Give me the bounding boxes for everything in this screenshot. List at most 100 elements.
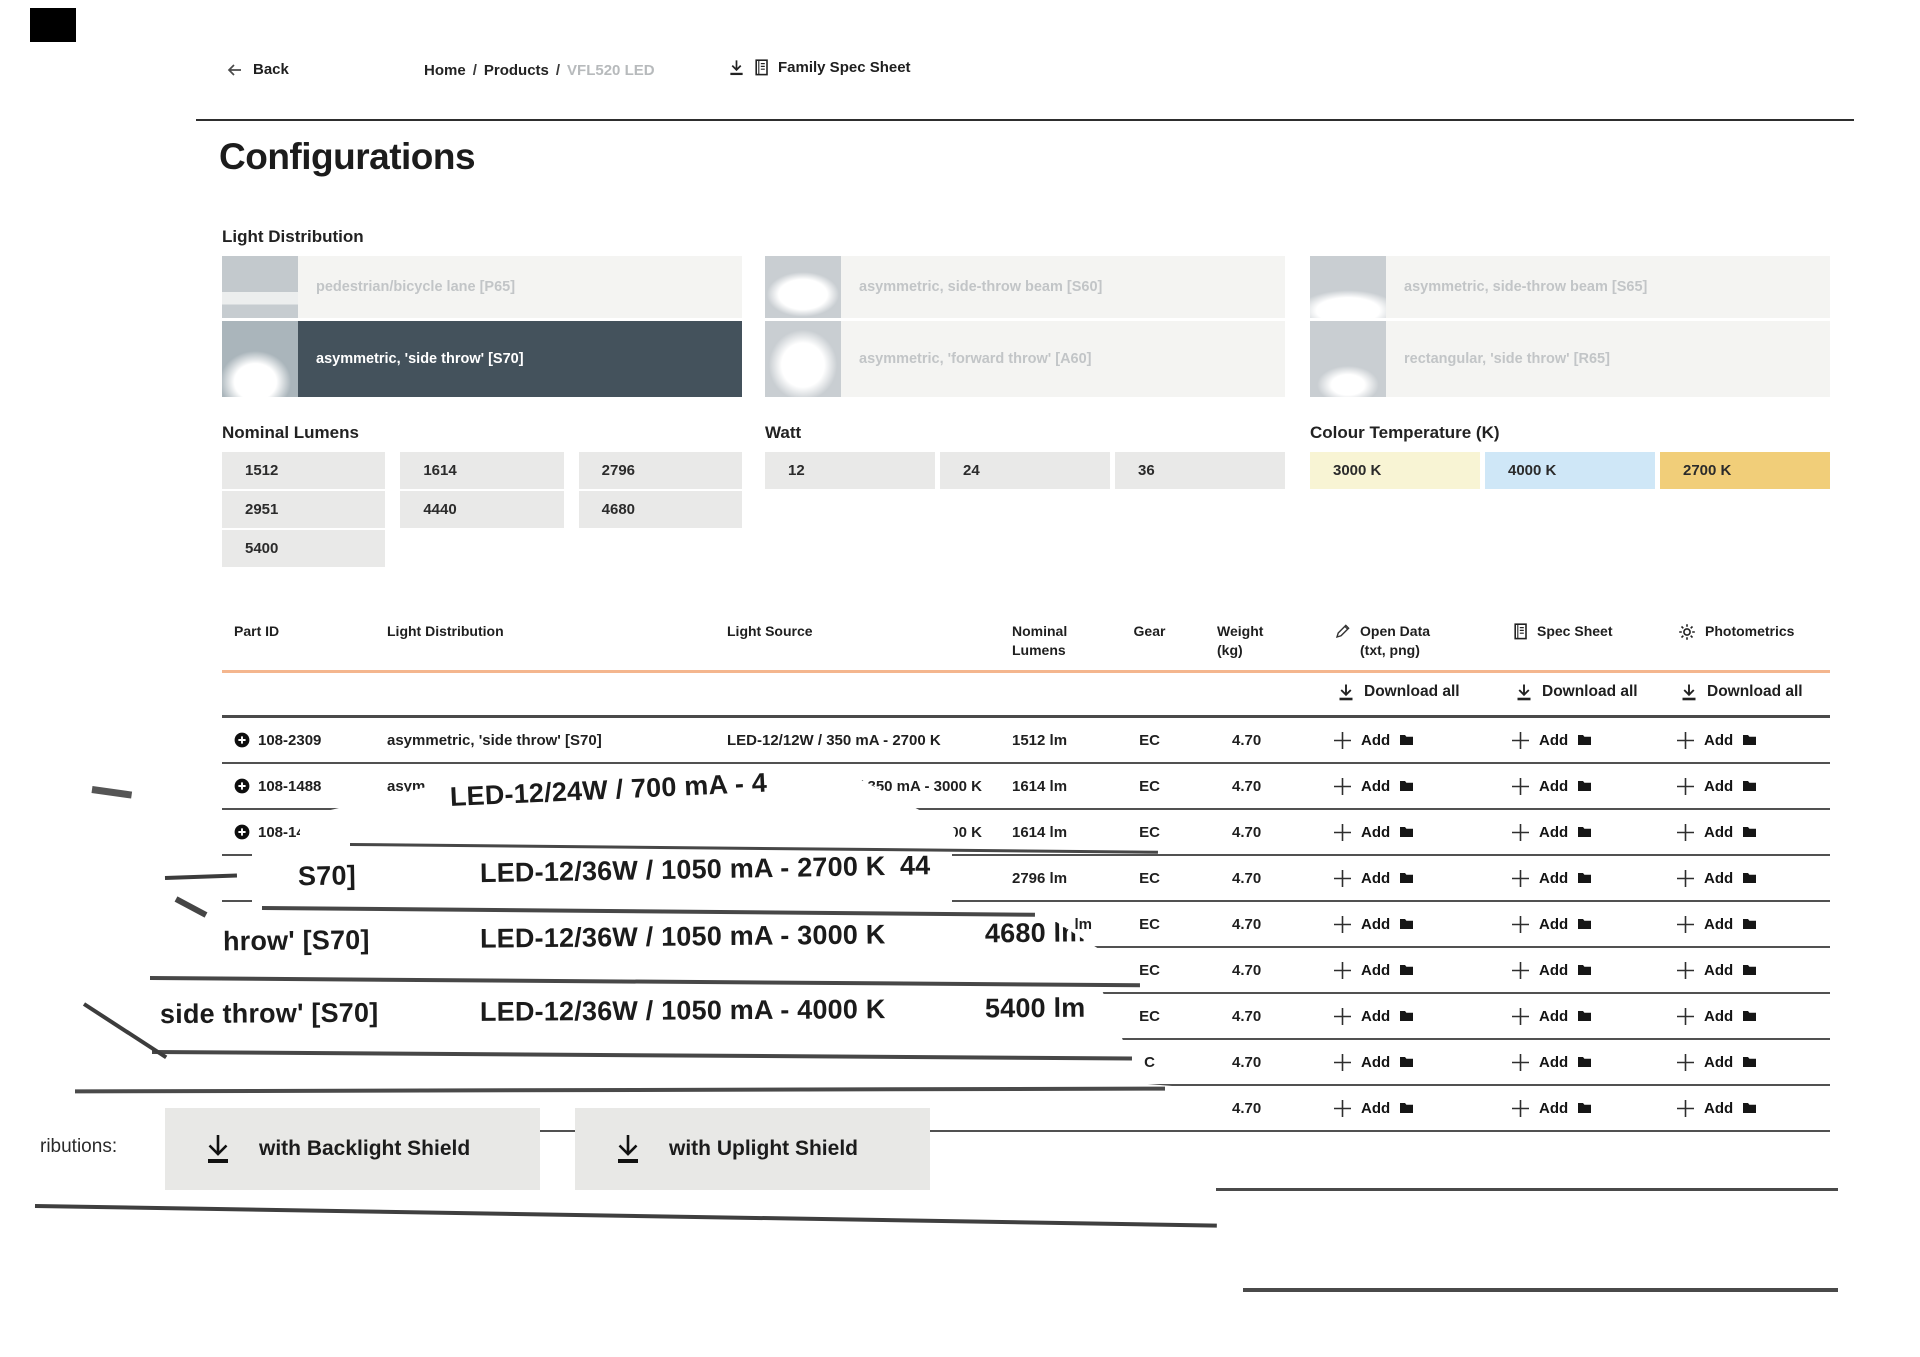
plus-icon — [1512, 869, 1529, 887]
download-all-label: Download all — [1707, 682, 1803, 700]
add-photometrics-button[interactable]: Add — [1676, 823, 1757, 842]
add-open-data-button[interactable]: Add — [1333, 823, 1414, 842]
nominal-lumens-option[interactable]: 4680 — [578, 491, 742, 528]
column-header-open-data: Open Data (txt, png) — [1327, 616, 1505, 670]
nominal-lumens-option[interactable]: 1512 — [222, 452, 386, 489]
add-photometrics-button[interactable]: Add — [1676, 961, 1757, 980]
add-photometrics-button[interactable]: Add — [1676, 869, 1757, 888]
add-open-data-button[interactable]: Add — [1333, 961, 1414, 980]
plus-icon — [1512, 823, 1529, 841]
plus-icon — [1512, 1099, 1529, 1117]
folder-icon — [1578, 873, 1592, 884]
add-photometrics-button[interactable]: Add — [1676, 777, 1757, 796]
backlight-shield-label: with Backlight Shield — [259, 1137, 471, 1160]
download-backlight-shield-button[interactable]: with Backlight Shield — [165, 1108, 540, 1190]
add-photometrics-button[interactable]: Add — [1676, 1099, 1757, 1118]
add-spec-sheet-button[interactable]: Add — [1511, 777, 1592, 796]
add-spec-sheet-button[interactable]: Add — [1511, 915, 1592, 934]
light-distribution-option-label: asymmetric, 'side throw' [S70] — [316, 351, 524, 367]
light-distribution-option-s60[interactable]: asymmetric, side-throw beam [S60] — [765, 256, 1285, 318]
expand-row-icon[interactable] — [234, 732, 250, 748]
spec-sheet-cell: Add — [1505, 869, 1670, 888]
add-open-data-button[interactable]: Add — [1333, 1007, 1414, 1026]
download-all-row: Download all Download all Download all — [222, 673, 1830, 715]
add-spec-sheet-button[interactable]: Add — [1511, 961, 1592, 980]
table-body-divider — [222, 714, 1830, 719]
part-id-cell: 108-2309 — [222, 732, 372, 749]
add-open-data-button[interactable]: Add — [1333, 1053, 1414, 1072]
folder-icon — [1743, 781, 1757, 792]
add-open-data-button[interactable]: Add — [1333, 777, 1414, 796]
add-label: Add — [1704, 777, 1734, 795]
family-spec-sheet-link[interactable]: Family Spec Sheet — [722, 58, 917, 77]
folder-icon — [1743, 735, 1757, 746]
back-button[interactable]: Back — [220, 60, 295, 79]
add-spec-sheet-button[interactable]: Add — [1511, 731, 1592, 750]
plus-icon — [1334, 961, 1351, 979]
add-spec-sheet-button[interactable]: Add — [1511, 869, 1592, 888]
download-icon — [618, 1135, 638, 1163]
light-distribution-option-p65[interactable]: pedestrian/bicycle lane [P65] — [222, 256, 742, 318]
gear-cell: EC — [1139, 915, 1160, 933]
breadcrumb-item[interactable]: Products — [483, 62, 549, 79]
plus-icon — [1677, 777, 1694, 795]
nominal-lumens-option[interactable]: 4440 — [400, 491, 564, 528]
add-spec-sheet-button[interactable]: Add — [1511, 823, 1592, 842]
add-open-data-button[interactable]: Add — [1333, 731, 1414, 750]
colour-temperature-option[interactable]: 4000 K — [1485, 452, 1655, 489]
plus-icon — [1334, 823, 1351, 841]
photometrics-cell: Add — [1670, 1099, 1830, 1118]
open-data-cell: Add — [1327, 1099, 1505, 1118]
expand-row-icon[interactable] — [234, 778, 250, 794]
breadcrumb-item[interactable]: Home — [424, 62, 466, 79]
add-photometrics-button[interactable]: Add — [1676, 731, 1757, 750]
add-label: Add — [1361, 731, 1391, 749]
table-header-divider — [222, 669, 1830, 673]
colour-temperature-option[interactable]: 2700 K — [1660, 452, 1830, 489]
add-label: Add — [1704, 731, 1734, 749]
column-header-light-distribution: Light Distribution — [387, 623, 504, 639]
add-spec-sheet-button[interactable]: Add — [1511, 1053, 1592, 1072]
download-all-open-data-button[interactable]: Download all — [1331, 682, 1466, 702]
add-open-data-button[interactable]: Add — [1333, 869, 1414, 888]
folder-icon — [1400, 827, 1414, 838]
light-distribution-option-s65[interactable]: asymmetric, side-throw beam [S65] — [1310, 256, 1830, 318]
add-open-data-button[interactable]: Add — [1333, 915, 1414, 934]
plus-icon — [1512, 731, 1529, 749]
download-all-spec-sheet-button[interactable]: Download all — [1509, 682, 1644, 702]
spec-sheet-cell: Add — [1505, 915, 1670, 934]
nominal-lumens-option[interactable]: 1614 — [400, 452, 564, 489]
add-spec-sheet-button[interactable]: Add — [1511, 1099, 1592, 1118]
nominal-lumens-option[interactable]: 2951 — [222, 491, 386, 528]
photometrics-cell: Add — [1670, 731, 1830, 750]
add-photometrics-button[interactable]: Add — [1676, 915, 1757, 934]
download-all-photometrics-button[interactable]: Download all — [1674, 682, 1809, 702]
nominal-lumens-cell: 1614 lm — [1012, 777, 1068, 795]
download-icon — [208, 1135, 228, 1163]
nominal-lumens-option[interactable]: 5400 — [222, 530, 386, 567]
add-label: Add — [1539, 961, 1569, 979]
watt-option[interactable]: 12 — [765, 452, 935, 489]
add-photometrics-button[interactable]: Add — [1676, 1007, 1757, 1026]
watt-option[interactable]: 24 — [940, 452, 1110, 489]
download-uplight-shield-button[interactable]: with Uplight Shield — [575, 1108, 930, 1190]
light-distribution-option-s70[interactable]: asymmetric, 'side throw' [S70] — [222, 321, 742, 397]
colour-temperature-option[interactable]: 3000 K — [1310, 452, 1480, 489]
add-label: Add — [1361, 961, 1391, 979]
overlay-light-distribution: side throw' [S70] — [159, 997, 379, 1030]
add-open-data-button[interactable]: Add — [1333, 1099, 1414, 1118]
add-photometrics-button[interactable]: Add — [1676, 1053, 1757, 1072]
spec-sheet-cell: Add — [1505, 1099, 1670, 1118]
horizontal-rule — [1243, 1288, 1838, 1292]
add-label: Add — [1539, 1007, 1569, 1025]
pencil-icon — [1335, 624, 1350, 639]
light-distribution-option-r65[interactable]: rectangular, 'side throw' [R65] — [1310, 321, 1830, 397]
add-label: Add — [1361, 1007, 1391, 1025]
overlay-row-fragment: side throw' [S70] LED-12/36W / 1050 mA -… — [95, 976, 1127, 1050]
add-spec-sheet-button[interactable]: Add — [1511, 1007, 1592, 1026]
watt-option[interactable]: 36 — [1115, 452, 1285, 489]
nominal-lumens-option[interactable]: 2796 — [578, 452, 742, 489]
light-distribution-option-a60[interactable]: asymmetric, 'forward throw' [A60] — [765, 321, 1285, 397]
folder-icon — [1743, 827, 1757, 838]
expand-row-icon[interactable] — [234, 824, 250, 840]
